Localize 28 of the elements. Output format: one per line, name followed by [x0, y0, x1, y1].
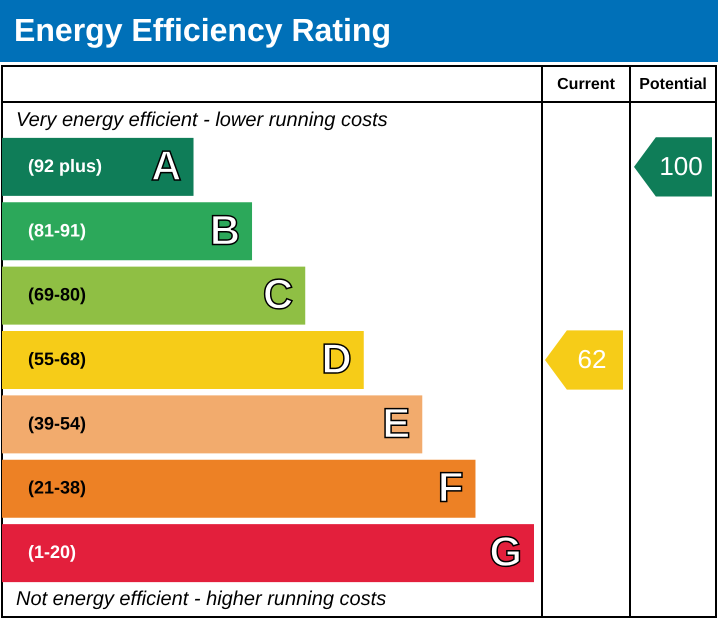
y-tick-label: F	[438, 464, 464, 511]
annotation: (1-20)	[28, 542, 76, 562]
text: 100	[659, 150, 703, 181]
annotation: (39-54)	[28, 413, 86, 434]
y-tick-label: E	[382, 399, 410, 446]
annotation: (81-91)	[28, 220, 86, 240]
annotation: (55-68)	[28, 349, 86, 369]
y-tick-label: G	[489, 528, 522, 576]
bar	[2, 138, 194, 196]
annotation: (69-80)	[28, 284, 86, 305]
bar	[2, 524, 534, 582]
bar	[2, 266, 306, 325]
y-tick-label: B	[210, 206, 240, 254]
text: 62	[578, 344, 606, 374]
text: Very energy efficient - lower running costs	[16, 109, 388, 131]
annotation: (92 plus)	[28, 156, 102, 176]
bar	[2, 395, 422, 454]
y-tick-label: A	[151, 142, 182, 189]
bar	[2, 202, 252, 260]
chart-title: Energy Efficiency Rating	[14, 12, 391, 48]
text: Current	[557, 76, 616, 93]
bar	[2, 331, 364, 389]
annotation: (21-38)	[28, 478, 86, 498]
y-tick-label: C	[262, 270, 294, 318]
y-tick-label: D	[321, 335, 352, 382]
text: Not energy efficient - higher running costs	[16, 588, 386, 610]
bar	[2, 460, 476, 518]
text: Potential	[639, 76, 707, 93]
